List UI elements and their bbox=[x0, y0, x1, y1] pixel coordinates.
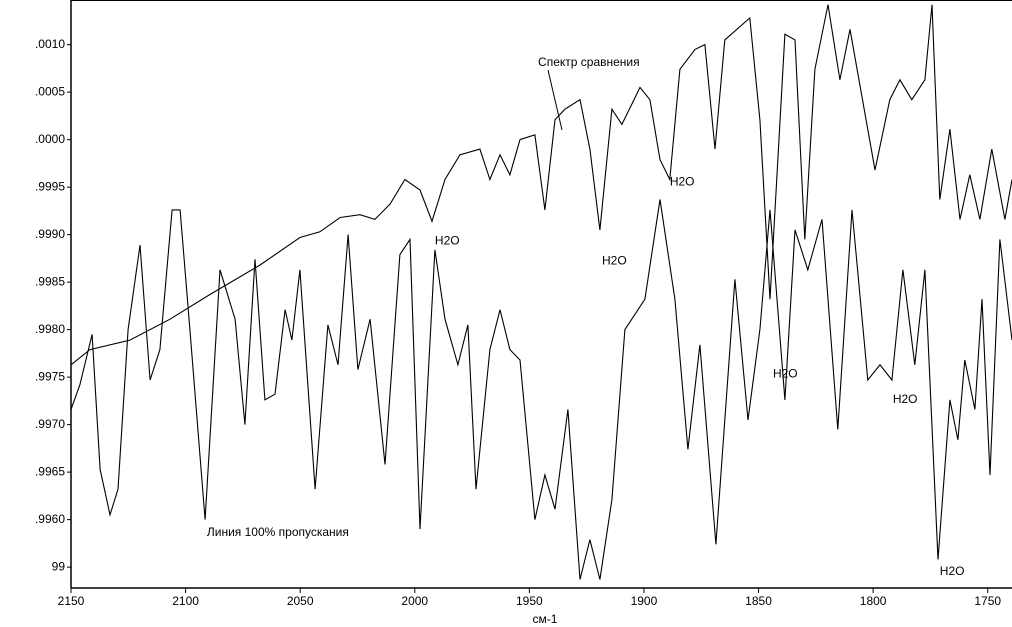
x-tick-label: 1800 bbox=[860, 594, 887, 608]
y-tick-label: .0010 bbox=[35, 37, 65, 51]
annotation: H2O bbox=[773, 366, 798, 380]
x-tick-label: 2100 bbox=[172, 594, 199, 608]
spectrum-line bbox=[70, 4, 1012, 366]
x-tick-label: 2150 bbox=[58, 594, 85, 608]
x-tick-label: 1850 bbox=[745, 594, 772, 608]
annotation: H2O bbox=[602, 253, 627, 267]
x-tick-label: 1950 bbox=[516, 594, 543, 608]
y-tick-label: .9990 bbox=[35, 227, 65, 241]
x-tick-label: 2050 bbox=[287, 594, 314, 608]
y-tick-label: .0005 bbox=[35, 84, 65, 98]
annotation: H2O bbox=[940, 564, 965, 578]
annotation: H2O bbox=[893, 392, 918, 406]
y-tick-label: .9980 bbox=[35, 322, 65, 336]
x-tick-label: 2000 bbox=[401, 594, 428, 608]
y-tick-label: 99 bbox=[52, 559, 66, 573]
x-axis-label: см-1 bbox=[533, 612, 558, 626]
annotation-arrow bbox=[547, 69, 563, 131]
y-tick-label: .9975 bbox=[35, 369, 65, 383]
x-tick-label: 1750 bbox=[974, 594, 1001, 608]
y-tick-label: .9965 bbox=[35, 464, 65, 478]
x-tick-label: 1900 bbox=[631, 594, 658, 608]
y-tick-label: .9960 bbox=[35, 512, 65, 526]
annotation: Спектр сравнения bbox=[538, 55, 640, 69]
annotation: Линия 100% пропускания bbox=[207, 525, 349, 539]
y-tick-label: .9970 bbox=[35, 417, 65, 431]
annotation: H2O bbox=[435, 233, 460, 247]
annotation: H2O bbox=[670, 175, 695, 189]
y-tick-label: .0000 bbox=[35, 132, 65, 146]
y-tick-label: .9985 bbox=[35, 274, 65, 288]
y-tick-label: .9995 bbox=[35, 179, 65, 193]
spectrum-line bbox=[70, 199, 1012, 580]
